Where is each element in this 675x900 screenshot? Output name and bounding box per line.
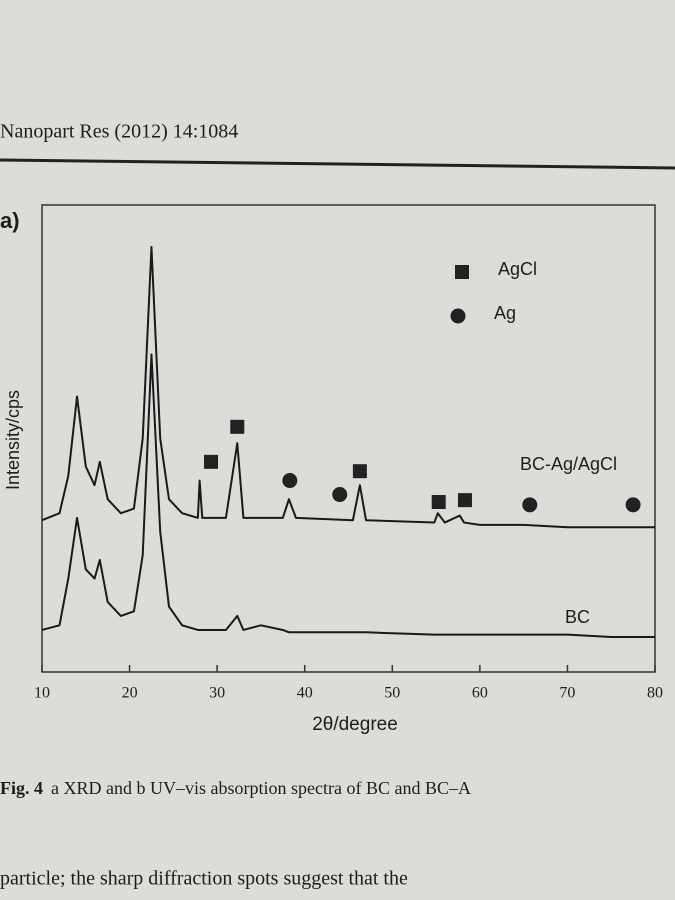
xrd-curve — [41, 353, 655, 638]
x-tick-label: 30 — [209, 685, 225, 702]
legend-label: Ag — [494, 303, 516, 323]
caption-label: Fig. 4 — [0, 778, 43, 798]
circle-marker — [332, 487, 348, 503]
running-title: Nanopart Res (2012) 14:1084 — [0, 121, 238, 143]
x-tick-label: 60 — [472, 685, 488, 702]
circle-marker — [522, 497, 538, 513]
x-tick-label: 10 — [34, 685, 50, 702]
x-tick-label: 40 — [297, 685, 313, 702]
panel-label: a) — [0, 208, 20, 233]
header-rule — [0, 158, 675, 170]
square-marker — [457, 493, 472, 508]
x-tick-label: 20 — [122, 685, 138, 702]
series-label: BC-Ag/AgCl — [520, 454, 617, 474]
x-tick-label: 70 — [559, 685, 575, 702]
plot-frame — [41, 204, 656, 673]
x-tick-label: 80 — [647, 685, 663, 702]
circle-marker — [625, 497, 641, 513]
square-marker — [230, 419, 245, 434]
caption-text: a XRD and b UV–vis absorption spectra of… — [51, 778, 471, 798]
xrd-curve — [41, 246, 655, 529]
caption: Fig. 4 a XRD and b UV–vis absorption spec… — [0, 778, 471, 798]
square-marker — [352, 464, 367, 479]
x-tick-label: 50 — [384, 685, 400, 702]
legend-label: AgCl — [498, 259, 537, 279]
square-marker — [455, 265, 469, 279]
x-axis-label: 2θ/degree — [312, 714, 398, 735]
circle-marker — [282, 473, 298, 489]
y-axis-label: Intensity/cps — [3, 390, 23, 490]
square-marker — [204, 454, 219, 469]
square-marker — [431, 495, 446, 510]
series-label: BC — [565, 607, 590, 627]
body-text: particle; the sharp diffraction spots su… — [0, 868, 408, 890]
circle-marker — [450, 308, 466, 324]
